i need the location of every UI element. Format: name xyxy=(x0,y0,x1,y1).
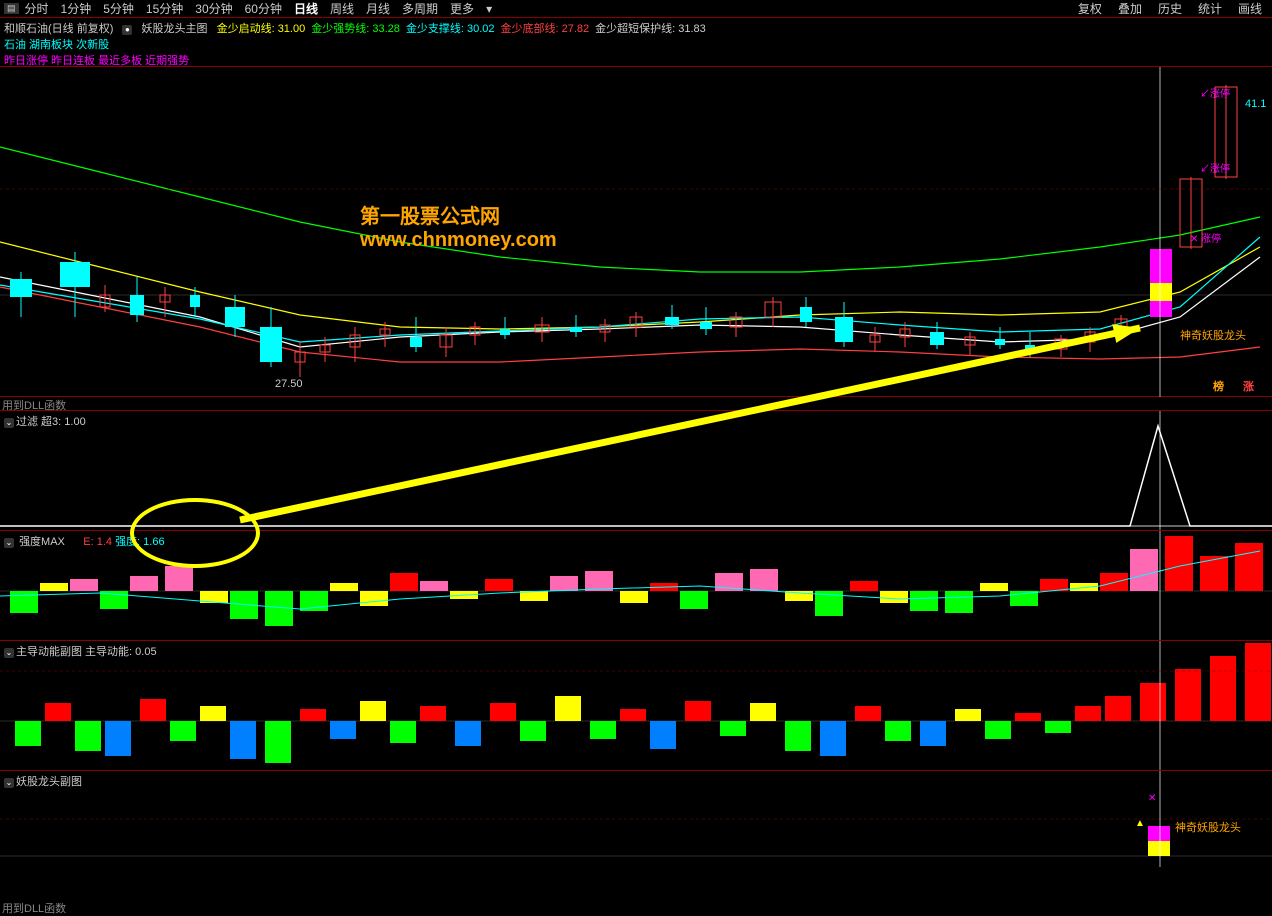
dll-label-1: 用到DLL函数 xyxy=(0,396,1272,410)
svg-text:神奇妖股龙头: 神奇妖股龙头 xyxy=(1175,820,1241,834)
timeframe-日线[interactable]: 日线 xyxy=(294,2,318,16)
svg-text:41.1: 41.1 xyxy=(1245,98,1266,110)
timeframe-15分钟[interactable]: 15分钟 xyxy=(146,2,183,16)
toolbar-叠加[interactable]: 叠加 xyxy=(1112,0,1148,17)
timeframe-多周期[interactable]: 多周期 xyxy=(402,2,438,16)
svg-text:✕ 涨停: ✕ 涨停 xyxy=(1190,232,1221,245)
timeframe-周线[interactable]: 周线 xyxy=(330,2,354,16)
toolbar-复权[interactable]: 复权 xyxy=(1072,0,1108,17)
momentum-panel[interactable]: ⌄主导动能副图 主导动能: 0.05 xyxy=(0,640,1272,770)
dll-label-2: 用到DLL函数 xyxy=(0,900,66,914)
watermark: 第一股票公式网 www.chnmoney.com xyxy=(360,200,557,252)
toolbar-统计[interactable]: 统计 xyxy=(1192,0,1228,17)
timeframe-5分钟[interactable]: 5分钟 xyxy=(103,2,134,16)
timeframe-30分钟[interactable]: 30分钟 xyxy=(195,2,232,16)
main-indicator-name: 妖股龙头主图 xyxy=(142,23,208,35)
svg-text:27.50: 27.50 xyxy=(275,378,303,390)
timeframe-月线[interactable]: 月线 xyxy=(366,2,390,16)
svg-text:↙涨停: ↙涨停 xyxy=(1200,162,1230,175)
svg-text:✕: ✕ xyxy=(1148,793,1156,804)
collapse-icon[interactable]: ⌄ xyxy=(4,778,14,788)
stock-name: 和顺石油(日线 前复权) xyxy=(4,23,113,35)
toolbar-画线[interactable]: 画线 xyxy=(1232,0,1268,17)
timeframe-1分钟[interactable]: 1分钟 xyxy=(61,2,92,16)
sub-indicator-panel[interactable]: ⌄妖股龙头副图 ▲ 神奇妖股龙头 ✕ xyxy=(0,770,1272,866)
more-dropdown[interactable]: ▾ xyxy=(486,2,492,16)
collapse-icon[interactable]: ⌄ xyxy=(4,538,14,548)
svg-text:↙涨停: ↙涨停 xyxy=(1200,87,1230,100)
timeframe-60分钟[interactable]: 60分钟 xyxy=(245,2,282,16)
timeframe-分时[interactable]: 分时 xyxy=(25,2,49,16)
e-value: E: 1.4 xyxy=(83,536,112,548)
timeframe-bar: ▤ 分时 1分钟 5分钟 15分钟 30分钟 60分钟日线周线月线多周期更多 ▾ 复权叠加… xyxy=(0,0,1272,18)
svg-text:神奇妖股龙头: 神奇妖股龙头 xyxy=(1180,328,1246,342)
collapse-icon[interactable]: ⌄ xyxy=(4,418,14,428)
signal-tags: 昨日涨停 昨日连板 最近多板 近期强势 xyxy=(0,50,1272,66)
toolbar-历史[interactable]: 历史 xyxy=(1152,0,1188,17)
toggle-icon[interactable]: ● xyxy=(122,25,132,35)
sector-tags: 石油 湖南板块 次新股 xyxy=(0,34,1272,50)
svg-text:▲: ▲ xyxy=(1135,818,1145,829)
stock-info-line: 和顺石油(日线 前复权) ● 妖股龙头主图 金少启动线: 31.00金少强势线:… xyxy=(0,18,1272,34)
collapse-icon[interactable]: ⌄ xyxy=(4,648,14,658)
timeframe-更多[interactable]: 更多 xyxy=(450,2,474,16)
main-chart-panel[interactable]: 27.5041.1↙涨停↙涨停✕ 涨停神奇妖股龙头财 榜涨 xyxy=(0,66,1272,396)
highlight-ellipse xyxy=(130,498,260,568)
menu-icon[interactable]: ▤ xyxy=(4,3,19,14)
